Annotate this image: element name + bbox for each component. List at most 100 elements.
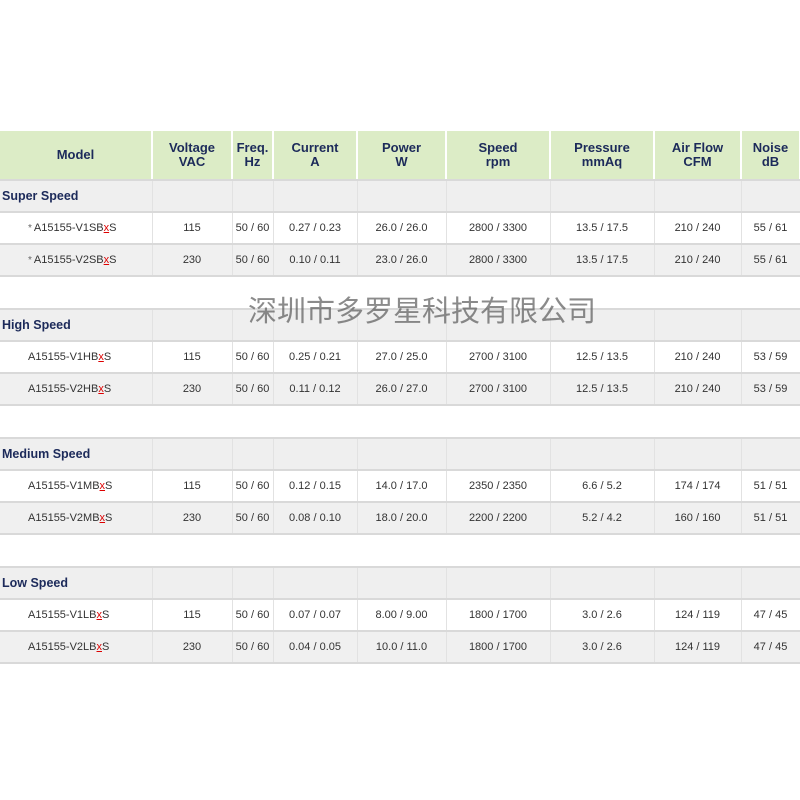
header-label: Speed xyxy=(478,140,518,155)
group-row: High Speed xyxy=(0,309,800,342)
group-name: Super Speed xyxy=(0,180,153,213)
model-suffix: S xyxy=(105,480,113,492)
value-cell: 23.0 / 26.0 xyxy=(357,244,447,277)
value-cell: 12.5 / 13.5 xyxy=(550,341,655,374)
header-label: Pressure xyxy=(574,140,630,155)
value-cell: 174 / 174 xyxy=(654,470,742,503)
value-cell: 2800 / 3300 xyxy=(446,244,551,277)
header-label: Current xyxy=(291,140,339,155)
header-unit: rpm xyxy=(485,154,511,169)
value-cell: 10.0 / 11.0 xyxy=(357,631,447,664)
value-cell: 124 / 119 xyxy=(654,631,742,664)
value-cell: 50 / 60 xyxy=(232,244,274,277)
value-cell: 124 / 119 xyxy=(654,599,742,632)
model-suffix: S xyxy=(105,512,113,524)
model-variant: x xyxy=(99,480,106,492)
value-cell: 160 / 160 xyxy=(654,502,742,535)
value-cell: 0.25 / 0.21 xyxy=(273,341,358,374)
model-variant: x xyxy=(98,383,104,395)
value-cell: 55 / 61 xyxy=(741,212,800,245)
value-cell: 2200 / 2200 xyxy=(446,502,551,535)
column-header: Noise dB xyxy=(741,131,800,181)
column-header: Pressure mmAq xyxy=(550,131,655,181)
value-cell: 55 / 61 xyxy=(741,244,800,277)
value-cell: 50 / 60 xyxy=(232,599,274,632)
model-variant: x xyxy=(98,351,104,363)
model-prefix: A15155-V2HB xyxy=(28,383,99,395)
column-header: Voltage VAC xyxy=(152,131,233,181)
group-name: Medium Speed xyxy=(0,438,153,471)
value-cell: 210 / 240 xyxy=(654,244,742,277)
group-row: Medium Speed xyxy=(0,438,800,471)
table-row: * A15155-V2SBxS 230 50 / 60 0.10 / 0.11 23.0 … xyxy=(0,244,800,277)
value-cell: 1800 / 1700 xyxy=(446,631,551,664)
fan-spec-table: Model Voltage VAC Freq. Hz Current A Power W Spee… xyxy=(0,131,800,664)
column-header: Air Flow CFM xyxy=(654,131,742,181)
group-spacer xyxy=(0,534,800,568)
model-cell: A15155-V1HBxS xyxy=(0,341,153,374)
value-cell: 0.08 / 0.10 xyxy=(273,502,358,535)
model-prefix: A15155-V1LB xyxy=(28,609,97,621)
group-name: High Speed xyxy=(0,309,153,342)
value-cell: 14.0 / 17.0 xyxy=(357,470,447,503)
value-cell: 26.0 / 27.0 xyxy=(357,373,447,406)
value-cell: 2700 / 3100 xyxy=(446,341,551,374)
header-unit: CFM xyxy=(683,154,712,169)
value-cell: 18.0 / 20.0 xyxy=(357,502,447,535)
table-row: A15155-V1HBxS 115 50 / 60 0.25 / 0.21 27.0 /… xyxy=(0,341,800,374)
header-unit: A xyxy=(310,154,320,169)
model-suffix: S xyxy=(102,609,110,621)
group-spacer xyxy=(0,405,800,439)
header-label: Air Flow xyxy=(671,140,724,155)
table-row: A15155-V1LBxS 115 50 / 60 0.07 / 0.07 8.00 /… xyxy=(0,599,800,632)
value-cell: 47 / 45 xyxy=(741,631,800,664)
watermark: 深圳市多罗星科技有限公司 xyxy=(248,294,597,328)
value-cell: 2700 / 3100 xyxy=(446,373,551,406)
header-row: Model Voltage VAC Freq. Hz Current A Power W Spee… xyxy=(0,131,800,181)
model-cell: A15155-V2MBxS xyxy=(0,502,153,535)
model-variant: x xyxy=(99,512,106,524)
model-variant: x xyxy=(96,641,103,653)
model-suffix: S xyxy=(109,222,117,234)
value-cell: 6.6 / 5.2 xyxy=(550,470,655,503)
value-cell: 115 xyxy=(152,212,233,245)
value-cell: 115 xyxy=(152,470,233,503)
value-cell: 12.5 / 13.5 xyxy=(550,373,655,406)
value-cell: 50 / 60 xyxy=(232,502,274,535)
header-unit: Hz xyxy=(244,154,261,169)
value-cell: 230 xyxy=(152,244,233,277)
model-cell: * A15155-V1SBxS xyxy=(0,212,153,245)
column-header: Model xyxy=(0,131,153,181)
value-cell: 27.0 / 25.0 xyxy=(357,341,447,374)
group-spacer xyxy=(0,276,800,310)
model-variant: x xyxy=(103,222,110,234)
header-label: Freq. xyxy=(236,140,269,155)
model-variant: x xyxy=(103,254,110,266)
value-cell: 51 / 51 xyxy=(741,502,800,535)
value-cell: 1800 / 1700 xyxy=(446,599,551,632)
value-cell: 26.0 / 26.0 xyxy=(357,212,447,245)
header-label: Voltage xyxy=(169,140,215,155)
group-row: Super Speed xyxy=(0,180,800,213)
value-cell: 50 / 60 xyxy=(232,373,274,406)
group-row: Low Speed xyxy=(0,567,800,600)
value-cell: 0.04 / 0.05 xyxy=(273,631,358,664)
table-row: A15155-V1MBxS 115 50 / 60 0.12 / 0.15 14.0 /… xyxy=(0,470,800,503)
model-prefix: A15155-V1SB xyxy=(33,222,104,234)
header-unit: VAC xyxy=(178,154,206,169)
value-cell: 8.00 / 9.00 xyxy=(357,599,447,632)
value-cell: 13.5 / 17.5 xyxy=(550,244,655,277)
value-cell: 210 / 240 xyxy=(654,373,742,406)
model-prefix: A15155-V1MB xyxy=(28,480,100,492)
header-label: Noise xyxy=(752,140,789,155)
value-cell: 47 / 45 xyxy=(741,599,800,632)
model-suffix: S xyxy=(109,254,117,266)
value-cell: 115 xyxy=(152,599,233,632)
header-label: Model xyxy=(56,147,95,162)
value-cell: 0.12 / 0.15 xyxy=(273,470,358,503)
value-cell: 0.07 / 0.07 xyxy=(273,599,358,632)
value-cell: 13.5 / 17.5 xyxy=(550,212,655,245)
model-variant: x xyxy=(96,609,103,621)
column-header: Freq. Hz xyxy=(232,131,274,181)
value-cell: 2800 / 3300 xyxy=(446,212,551,245)
